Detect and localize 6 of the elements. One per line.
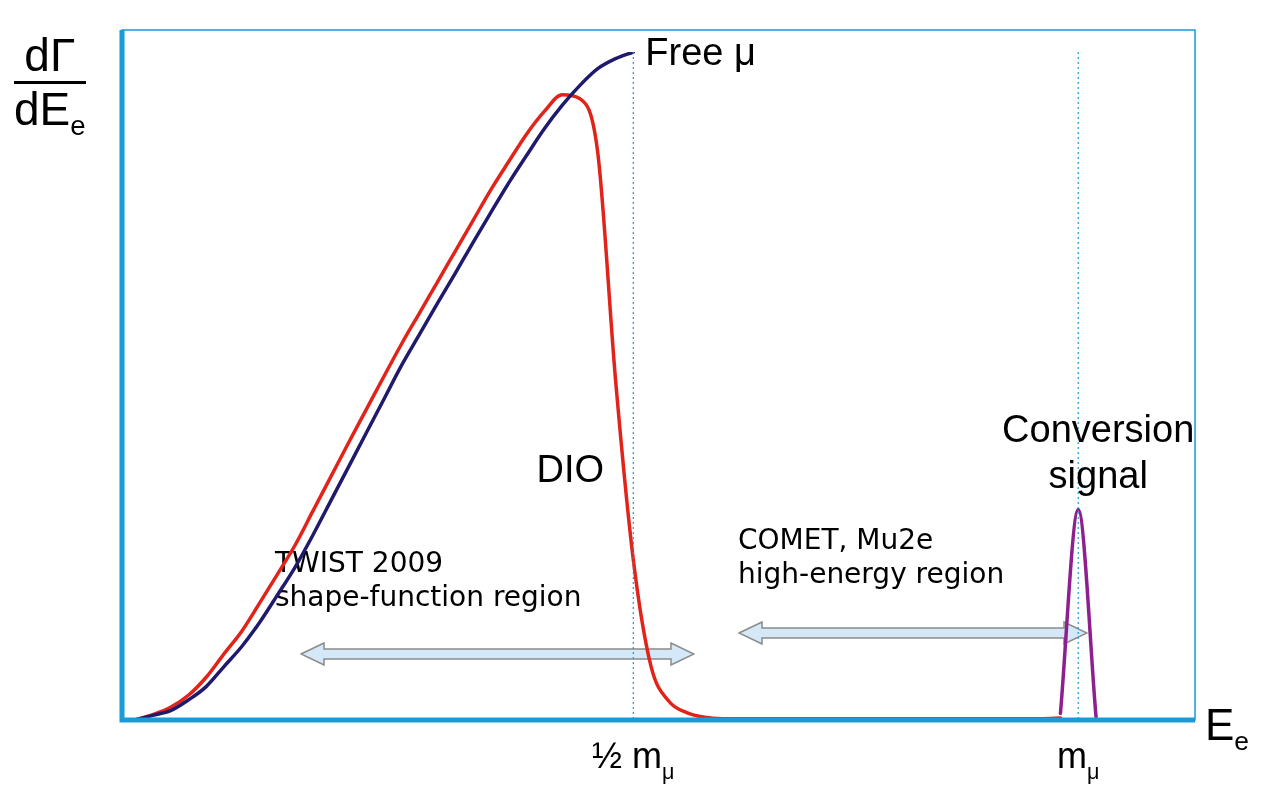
annotation: COMET, Mu2e high-energy region: [738, 523, 1005, 591]
series-label: DIO: [536, 448, 605, 491]
series-label: Free μ: [645, 31, 756, 73]
x-axis-title: E$_{e}$: [1205, 700, 1250, 757]
series-label: Conversion signal: [1002, 407, 1195, 496]
y-axis-title: dΓ dE$_{e}$: [14, 29, 86, 142]
